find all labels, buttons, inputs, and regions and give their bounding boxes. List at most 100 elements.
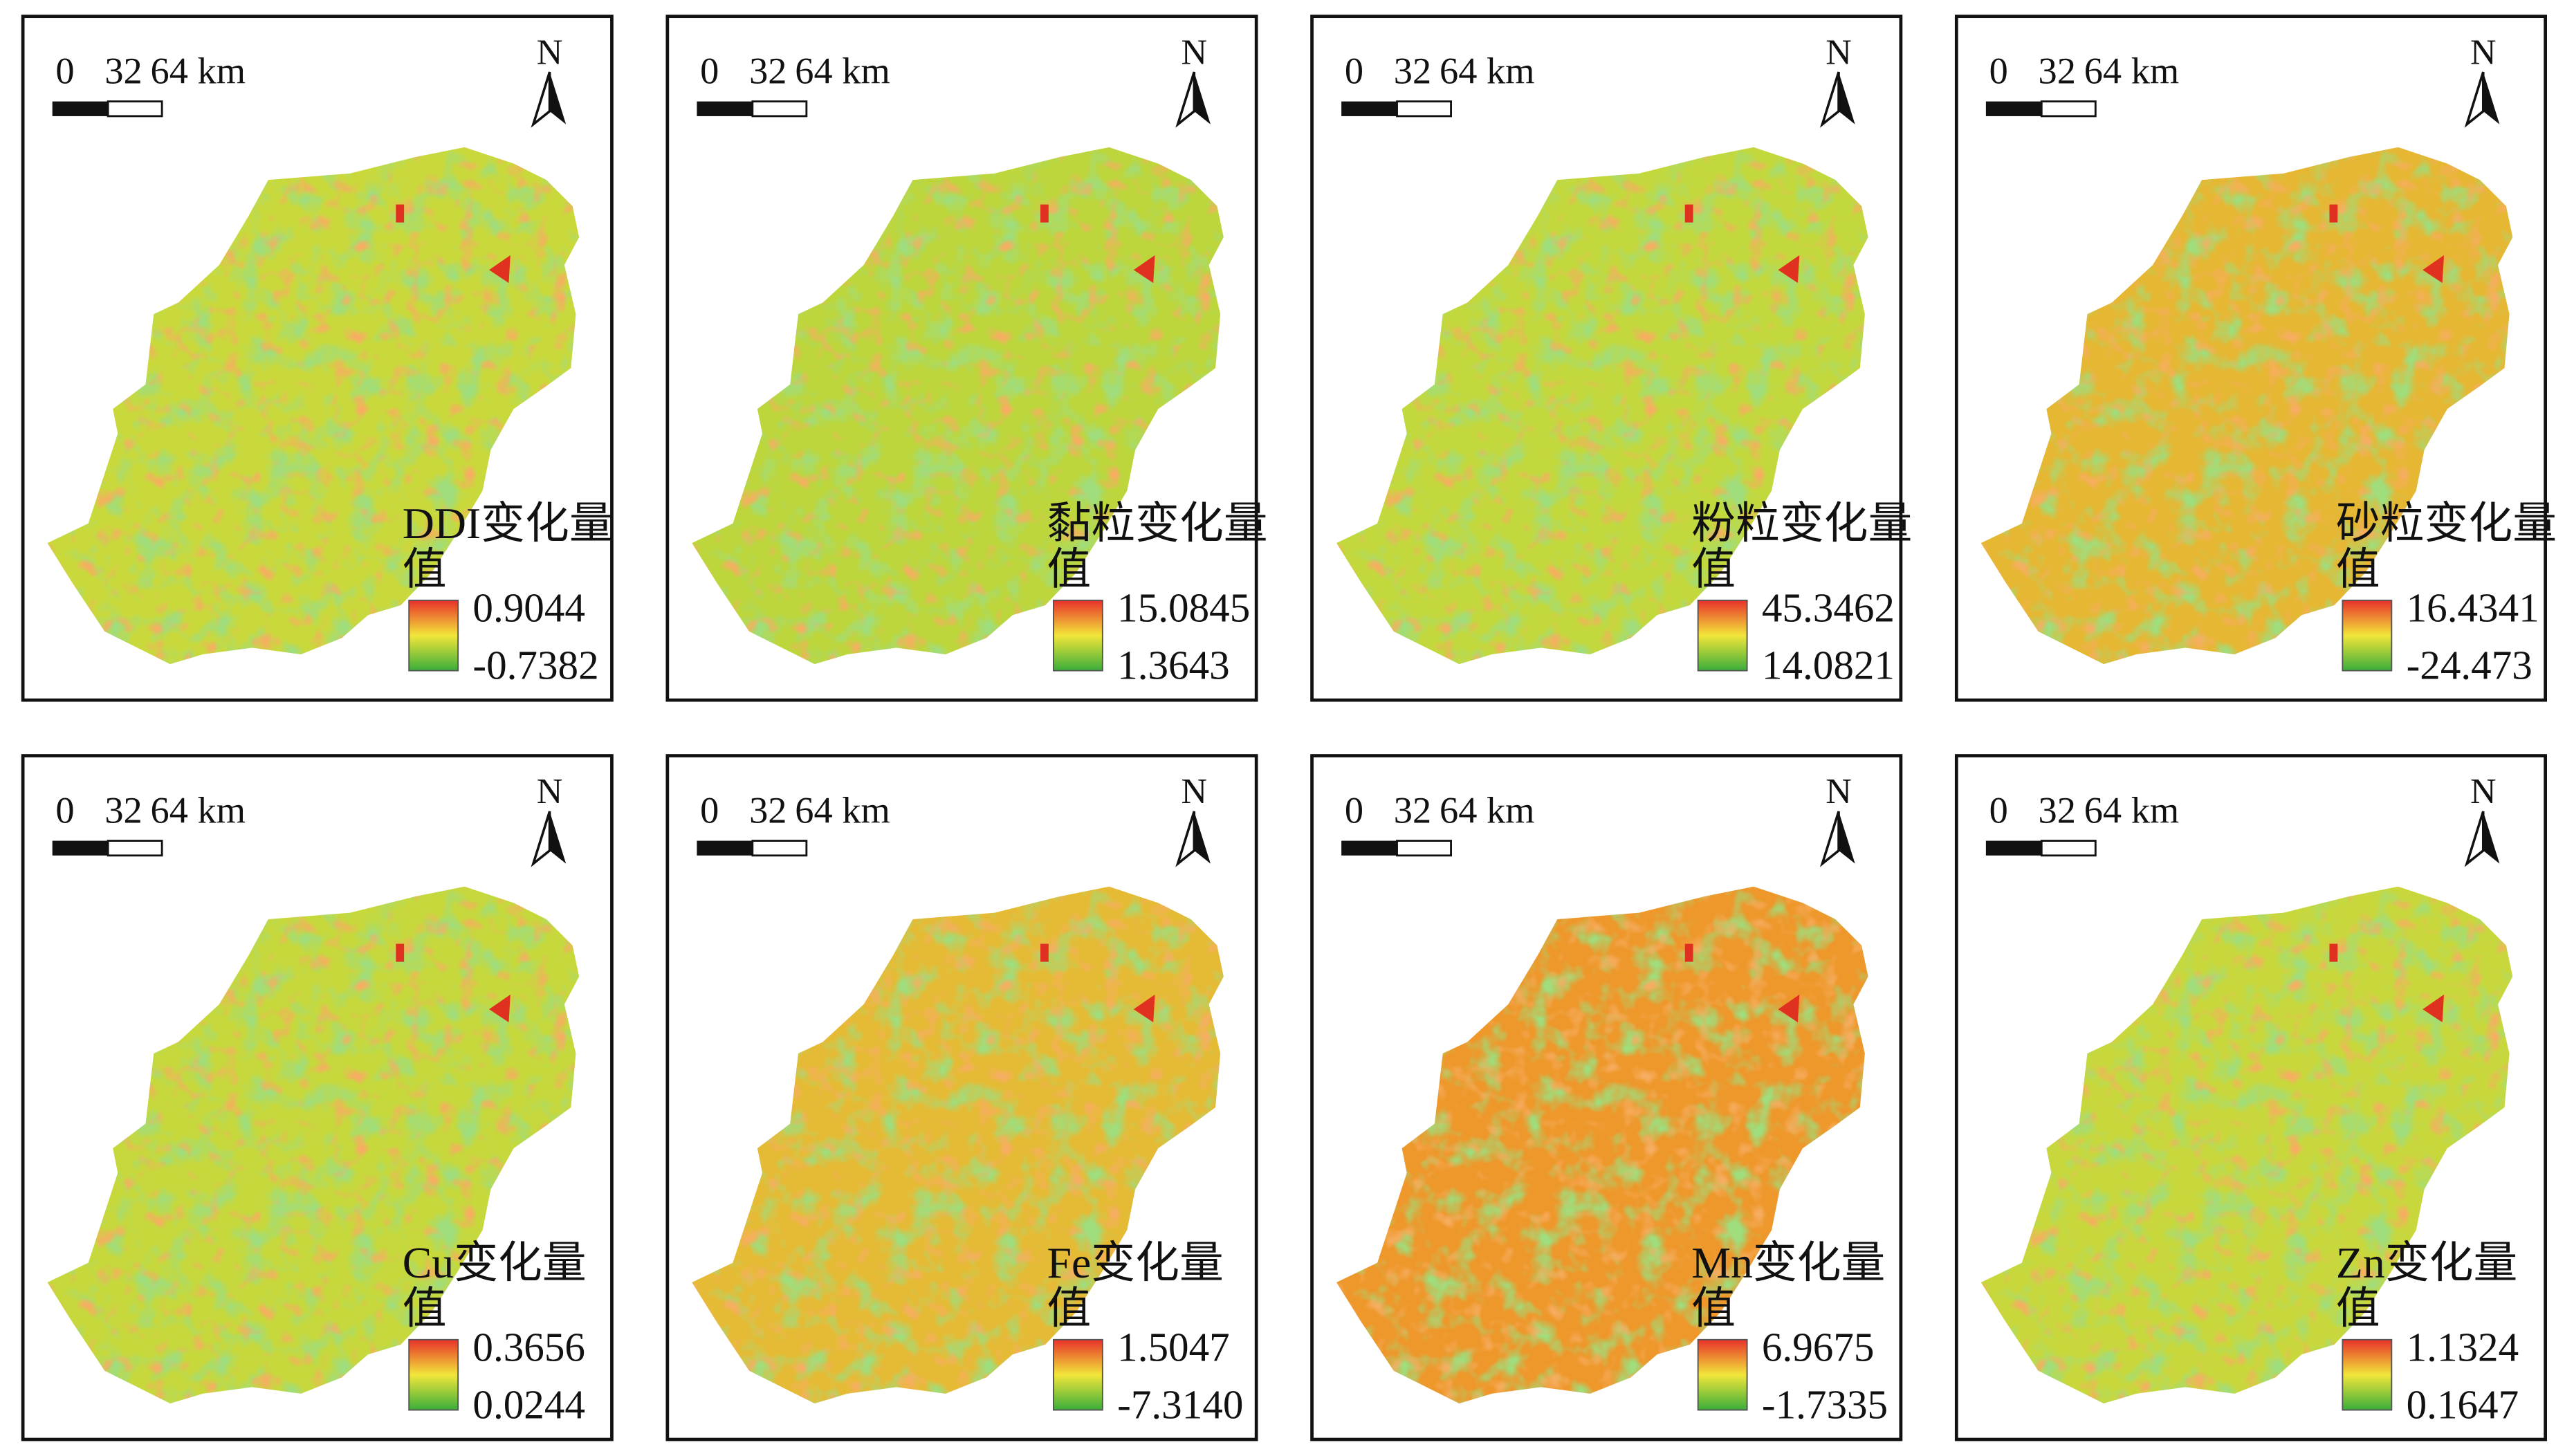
north-label: N	[1826, 33, 1852, 72]
scale-label: 0	[700, 790, 719, 831]
north-arrow	[549, 72, 567, 125]
legend-title: 粉粒变化量	[1691, 499, 1912, 548]
red-patch	[1684, 943, 1693, 962]
scale-bar-black	[1985, 101, 2042, 116]
red-patch	[396, 943, 405, 962]
scale-label: 64 km	[151, 790, 246, 831]
north-arrow	[1194, 72, 1211, 125]
legend-min: -0.7382	[472, 642, 598, 688]
north-label: N	[537, 33, 563, 72]
red-patch	[1684, 204, 1693, 223]
north-label: N	[1182, 33, 1208, 72]
scale-bar-black	[697, 101, 753, 116]
scale-bar-black	[1985, 840, 2042, 856]
scale-label: 64 km	[1440, 790, 1534, 831]
legend-title: DDI变化量	[403, 499, 614, 548]
legend-ramp	[2342, 1338, 2393, 1411]
scale-label: 0	[1989, 790, 2008, 831]
legend-max: 15.0845	[1117, 585, 1250, 631]
legend-title: 值	[1691, 544, 1736, 593]
legend-title: 黏粒变化量	[1047, 499, 1267, 548]
scale-label: 32	[2039, 50, 2076, 92]
scale-label: 0	[55, 50, 74, 92]
legend-ramp	[1697, 1338, 1748, 1411]
scale-label: 0	[1989, 50, 2008, 92]
red-patch	[1778, 994, 1800, 1023]
red-patch	[2329, 204, 2338, 223]
scale-label: 32	[1394, 50, 1431, 92]
scale-bar-white	[751, 100, 808, 118]
legend-min: 0.0244	[472, 1381, 585, 1427]
legend-title: 值	[1691, 1284, 1736, 1333]
scale-label: 64 km	[151, 50, 246, 92]
scale-label: 32	[749, 50, 787, 92]
scale-bar-white	[751, 840, 808, 857]
legend-max: 6.9675	[1762, 1325, 1875, 1370]
red-patch	[2422, 994, 2445, 1023]
legend-title: 值	[403, 1284, 447, 1333]
scale-bar-white	[107, 840, 163, 857]
legend-min: 0.1647	[2407, 1381, 2519, 1427]
scale-label: 32	[104, 790, 142, 831]
legend-title: 值	[403, 544, 447, 593]
legend-max: 1.1324	[2407, 1325, 2519, 1370]
north-arrow	[1839, 811, 1855, 864]
legend-max: 0.9044	[472, 585, 585, 631]
legend-ramp	[1052, 1338, 1103, 1411]
legend-min: -7.3140	[1117, 1381, 1243, 1427]
legend-title: 值	[1047, 1284, 1091, 1333]
legend-title: 值	[2336, 1284, 2380, 1333]
legend-ramp	[2342, 599, 2393, 672]
north-arrow	[549, 811, 567, 864]
scale-label: 32	[1394, 790, 1431, 831]
scale-label: 64 km	[2084, 790, 2179, 831]
legend-ramp	[1052, 599, 1103, 672]
scale-bar-black	[697, 840, 753, 856]
legend-title: 值	[2336, 544, 2380, 593]
north-arrow	[1194, 811, 1211, 864]
scale-bar-white	[1396, 840, 1452, 857]
red-patch	[1133, 994, 1155, 1023]
red-patch	[1133, 255, 1155, 284]
red-patch	[2422, 255, 2445, 284]
scale-label: 64 km	[795, 50, 890, 92]
red-patch	[489, 994, 511, 1023]
scale-bar-black	[52, 840, 109, 856]
scale-label: 0	[700, 50, 719, 92]
north-arrow	[1839, 72, 1855, 125]
scale-bar-white	[2040, 100, 2097, 118]
legend-min: 14.0821	[1762, 642, 1895, 688]
legend-max: 1.5047	[1117, 1325, 1230, 1370]
legend-max: 16.4341	[2407, 585, 2539, 631]
scale-label: 0	[1345, 50, 1363, 92]
north-label: N	[537, 772, 563, 811]
scale-label: 0	[1345, 790, 1363, 831]
legend-ramp	[1697, 599, 1748, 672]
red-patch	[396, 204, 405, 223]
red-patch	[1040, 943, 1049, 962]
legend-min: -1.7335	[1762, 1381, 1888, 1427]
legend-title: 砂粒变化量	[2336, 499, 2557, 548]
red-patch	[1778, 255, 1800, 284]
legend-title: Fe变化量	[1047, 1238, 1223, 1287]
scale-label: 0	[55, 790, 74, 831]
scale-bar-black	[1341, 101, 1397, 116]
legend-ramp	[408, 1338, 459, 1411]
scale-bar-white	[2040, 840, 2097, 857]
north-arrow	[2483, 72, 2500, 125]
scale-label: 32	[749, 790, 787, 831]
north-label: N	[2470, 33, 2497, 72]
scale-label: 64 km	[795, 790, 890, 831]
scale-bar-white	[107, 100, 163, 118]
legend-min: 1.3643	[1117, 642, 1230, 688]
north-label: N	[1826, 772, 1852, 811]
